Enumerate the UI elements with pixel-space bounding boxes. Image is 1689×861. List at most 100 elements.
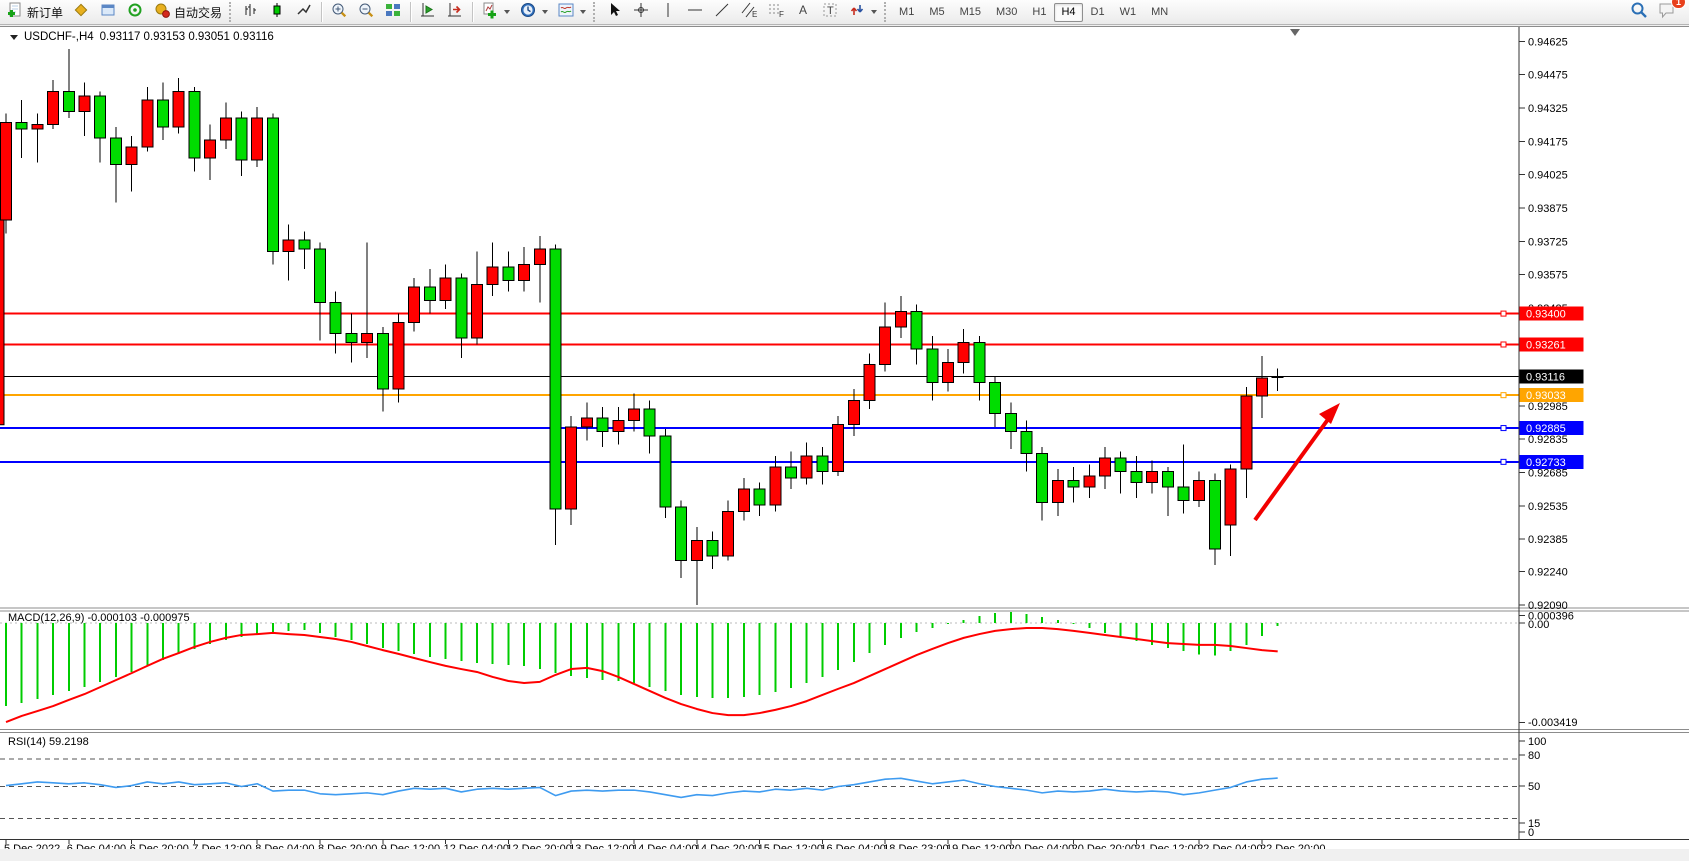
new-order-button[interactable]: 新订单 xyxy=(2,2,67,23)
horizontal-level-lines xyxy=(0,310,1519,465)
svg-text:0.94475: 0.94475 xyxy=(1528,70,1568,82)
notifications-icon[interactable]: 1 xyxy=(1657,0,1686,25)
svg-text:0.000396: 0.000396 xyxy=(1528,611,1574,623)
bar-chart-icon xyxy=(241,1,259,24)
zoom-in-button[interactable] xyxy=(326,2,352,23)
signals-button[interactable] xyxy=(122,2,148,23)
main-toolbar: 新订单 自动交易 xyxy=(0,0,1689,25)
tile-windows-button[interactable] xyxy=(380,2,406,23)
search-icon[interactable] xyxy=(1629,0,1649,25)
svg-text:50: 50 xyxy=(1528,781,1540,793)
channel-tool-button[interactable]: E xyxy=(736,2,762,23)
zoom-out-button[interactable] xyxy=(353,2,379,23)
timeframe-button-m15[interactable]: M15 xyxy=(959,6,981,18)
trend-arrow[interactable] xyxy=(1253,403,1340,522)
axis-label-0.93261: 0.93261 xyxy=(1519,337,1584,352)
arrows-tool-button[interactable] xyxy=(844,2,881,23)
macd-indicator-label: MACD(12,26,9) -0.000103 -0.000975 xyxy=(8,612,190,624)
text-tool-button[interactable]: A xyxy=(790,2,816,23)
profile-button[interactable] xyxy=(95,2,121,23)
timeframe-button-m30[interactable]: M30 xyxy=(996,6,1018,18)
chart-shift-marker[interactable] xyxy=(1290,29,1300,36)
fibonacci-icon: F xyxy=(767,1,785,24)
svg-text:0.92535: 0.92535 xyxy=(1528,501,1568,513)
axis-label-0.93116: 0.93116 xyxy=(1519,369,1584,384)
auto-scroll-icon xyxy=(419,1,437,24)
tile-windows-icon xyxy=(384,1,402,24)
svg-text:0.92685: 0.92685 xyxy=(1528,468,1568,480)
svg-text:0.92985: 0.92985 xyxy=(1528,401,1568,413)
svg-text:0.92385: 0.92385 xyxy=(1528,534,1568,546)
hline-0.92733[interactable] xyxy=(0,458,1519,465)
trendline-tool-button[interactable] xyxy=(709,2,735,23)
timeframe-group: M1 M5 M15 M30 H1 H4 D1 W1 MN xyxy=(892,2,1175,22)
text-icon: A xyxy=(794,1,812,24)
toolbar-grip xyxy=(229,2,232,22)
zoom-in-icon xyxy=(330,1,348,24)
notification-badge: 1 xyxy=(1670,0,1686,9)
toolbar-grip xyxy=(884,2,887,22)
timeframe-button-w1[interactable]: W1 xyxy=(1119,6,1137,18)
hline-tool-button[interactable] xyxy=(682,2,708,23)
timeframe-button-h1[interactable]: H1 xyxy=(1032,6,1047,18)
auto-scroll-button[interactable] xyxy=(415,2,441,23)
rsi-indicator-label: RSI(14) 59.2198 xyxy=(8,736,89,748)
svg-text:0.93875: 0.93875 xyxy=(1528,203,1568,215)
label-icon: T xyxy=(821,1,839,24)
template-icon xyxy=(557,1,575,24)
chart-canvas[interactable]: 0.94625 0.94475 0.94325 0.94175 0.94025 0.938… xyxy=(0,27,1689,856)
new-order-icon xyxy=(6,1,24,24)
hline-0.93400[interactable] xyxy=(0,310,1519,317)
fibonacci-tool-button[interactable]: F xyxy=(763,2,789,23)
text-letter: A xyxy=(799,3,807,17)
label-tool-button[interactable]: T xyxy=(817,2,843,23)
svg-text:0.94175: 0.94175 xyxy=(1528,136,1568,148)
hline-0.92885[interactable] xyxy=(0,425,1519,432)
bar-chart-button[interactable] xyxy=(237,2,263,23)
templates-button[interactable] xyxy=(553,2,590,23)
timeframe-button-mn[interactable]: MN xyxy=(1151,6,1169,18)
chart-menu-icon[interactable] xyxy=(10,34,18,40)
cursor-tool-button[interactable] xyxy=(601,2,627,23)
timeframe-button-m5[interactable]: M5 xyxy=(929,6,945,18)
crosshair-icon xyxy=(632,1,650,24)
line-chart-button[interactable] xyxy=(291,2,317,23)
vline-tool-button[interactable] xyxy=(655,2,681,23)
status-strip xyxy=(0,849,1689,855)
window-icon xyxy=(99,1,117,24)
svg-text:0.94625: 0.94625 xyxy=(1528,36,1568,48)
svg-text:-0.003419: -0.003419 xyxy=(1528,717,1578,729)
chevron-down-icon xyxy=(871,10,878,14)
label-letter: T xyxy=(827,5,834,17)
chart-shift-icon xyxy=(446,1,464,24)
timeframe-button-h4[interactable]: H4 xyxy=(1054,2,1083,22)
market-button[interactable] xyxy=(68,2,94,23)
macd-histogram xyxy=(5,611,1279,707)
chevron-down-icon xyxy=(504,10,511,14)
indicators-button[interactable] xyxy=(477,2,514,23)
hline-0.93261[interactable] xyxy=(0,341,1519,348)
toolbar-separator xyxy=(321,2,323,22)
svg-text:15: 15 xyxy=(1528,818,1540,830)
cursor-icon xyxy=(605,1,623,24)
svg-text:0.93400: 0.93400 xyxy=(1526,309,1566,321)
hline-0.93033[interactable] xyxy=(0,392,1519,399)
chevron-down-icon xyxy=(542,10,549,14)
svg-text:80: 80 xyxy=(1528,750,1540,762)
timeframe-button-d1[interactable]: D1 xyxy=(1090,6,1105,18)
svg-text:0.94025: 0.94025 xyxy=(1528,170,1568,182)
chart-symbol-period: USDCHF-,H4 xyxy=(24,31,94,43)
channel-icon: E xyxy=(740,1,758,24)
axis-label-0.92885: 0.92885 xyxy=(1519,421,1584,436)
autotrade-button[interactable]: 自动交易 xyxy=(149,2,226,23)
candlestick-icon xyxy=(268,1,286,24)
crosshair-tool-button[interactable] xyxy=(628,2,654,23)
chart-shift-button[interactable] xyxy=(442,2,468,23)
svg-text:0.93033: 0.93033 xyxy=(1526,390,1566,402)
trendline-icon xyxy=(713,1,731,24)
fibo-letter: F xyxy=(779,10,784,19)
timeframe-button-m1[interactable]: M1 xyxy=(899,6,915,18)
autotrade-icon xyxy=(153,1,171,24)
periods-button[interactable] xyxy=(515,2,552,23)
candle-chart-button[interactable] xyxy=(264,2,290,23)
